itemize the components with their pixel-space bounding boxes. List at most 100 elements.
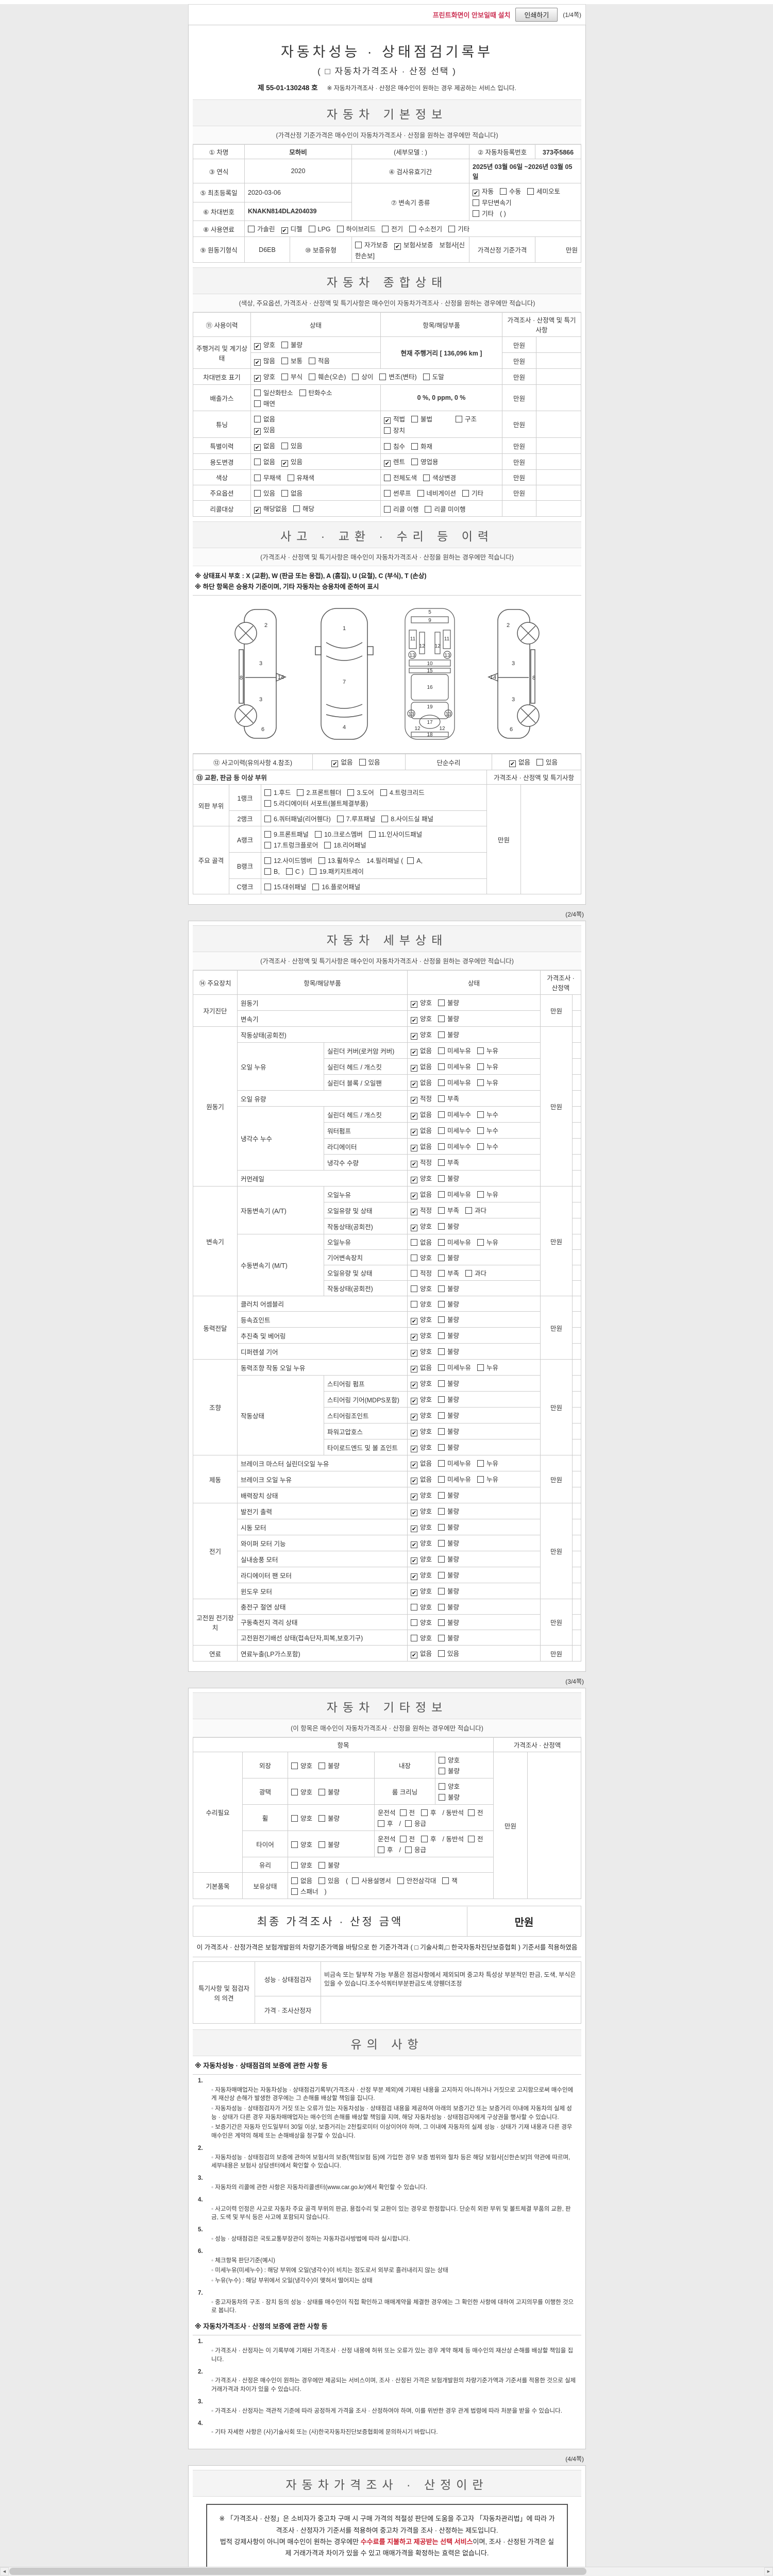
checkbox[interactable]	[438, 1364, 445, 1371]
checkbox[interactable]	[438, 1428, 445, 1435]
checkbox[interactable]	[438, 1207, 445, 1214]
checkbox[interactable]: ✔	[411, 1526, 418, 1532]
checkbox[interactable]	[465, 1207, 473, 1214]
checkbox[interactable]	[438, 1604, 445, 1611]
scroll-left-arrow[interactable]: ◄	[0, 2567, 9, 2575]
checkbox[interactable]	[352, 374, 359, 380]
checkbox[interactable]	[477, 1079, 484, 1086]
checkbox[interactable]	[378, 1846, 384, 1853]
checkbox[interactable]	[438, 1301, 445, 1308]
checkbox[interactable]	[264, 800, 271, 807]
checkbox[interactable]	[438, 1079, 445, 1086]
checkbox[interactable]	[411, 1255, 418, 1261]
checkbox[interactable]: ✔	[411, 1334, 418, 1341]
checkbox[interactable]	[254, 490, 261, 497]
checkbox[interactable]	[411, 459, 418, 465]
checkbox[interactable]	[378, 1820, 384, 1827]
checkbox[interactable]: ✔	[411, 1017, 418, 1024]
checkbox[interactable]: ✔	[509, 760, 516, 767]
checkbox[interactable]: ✔	[411, 1494, 418, 1500]
checkbox[interactable]: ✔	[411, 1318, 418, 1325]
checkbox[interactable]	[442, 1877, 449, 1884]
checkbox[interactable]	[438, 1316, 445, 1323]
checkbox[interactable]	[468, 1809, 475, 1816]
checkbox[interactable]	[438, 1285, 445, 1292]
checkbox[interactable]	[355, 242, 362, 248]
checkbox[interactable]	[477, 1111, 484, 1118]
checkbox[interactable]	[337, 226, 344, 232]
checkbox[interactable]	[248, 226, 255, 232]
checkbox[interactable]	[291, 1877, 298, 1884]
checkbox[interactable]: ✔	[254, 359, 261, 366]
checkbox[interactable]	[438, 1111, 445, 1118]
checkbox[interactable]	[397, 1877, 404, 1884]
checkbox[interactable]	[399, 1809, 407, 1816]
checkbox[interactable]	[380, 789, 387, 796]
checkbox[interactable]	[438, 1015, 445, 1022]
checkbox[interactable]	[477, 1047, 484, 1054]
checkbox[interactable]	[465, 1270, 473, 1277]
checkbox[interactable]	[291, 1762, 298, 1769]
checkbox[interactable]	[439, 1768, 445, 1774]
checkbox[interactable]	[399, 1836, 407, 1842]
checkbox[interactable]	[264, 831, 271, 838]
checkbox[interactable]	[324, 842, 331, 849]
checkbox[interactable]: ✔	[411, 1652, 418, 1658]
checkbox[interactable]	[438, 1348, 445, 1355]
checkbox[interactable]	[264, 816, 271, 822]
checkbox[interactable]: ✔	[411, 1001, 418, 1008]
checkbox[interactable]	[438, 1047, 445, 1054]
print-button[interactable]: 인쇄하기	[515, 8, 558, 22]
checkbox[interactable]	[381, 816, 389, 822]
checkbox[interactable]: ✔	[411, 1446, 418, 1452]
checkbox[interactable]	[384, 474, 391, 481]
scroll-right-arrow[interactable]: ►	[764, 2567, 773, 2575]
checkbox[interactable]: ✔	[411, 1557, 418, 1564]
checkbox[interactable]	[438, 1239, 445, 1246]
checkbox[interactable]	[291, 1862, 298, 1869]
checkbox[interactable]	[473, 199, 480, 206]
checkbox[interactable]: ✔	[384, 460, 391, 467]
checkbox[interactable]	[309, 374, 316, 380]
checkbox[interactable]	[477, 1063, 484, 1070]
checkbox[interactable]	[477, 1364, 484, 1371]
checkbox[interactable]	[384, 443, 391, 450]
checkbox[interactable]: ✔	[411, 1225, 418, 1231]
checkbox[interactable]	[411, 416, 418, 422]
checkbox[interactable]	[264, 789, 271, 796]
checkbox[interactable]: ✔	[411, 1209, 418, 1215]
checkbox[interactable]	[438, 1650, 445, 1657]
checkbox[interactable]	[438, 999, 445, 1006]
checkbox[interactable]	[438, 1143, 445, 1150]
checkbox[interactable]: ✔	[411, 1081, 418, 1088]
checkbox[interactable]: ✔	[254, 444, 261, 451]
checkbox[interactable]	[352, 1877, 359, 1884]
checkbox[interactable]	[477, 1143, 484, 1150]
scrollbar-thumb[interactable]	[9, 2568, 586, 2575]
checkbox[interactable]	[308, 226, 315, 232]
checkbox[interactable]	[421, 1809, 428, 1816]
checkbox[interactable]	[425, 505, 432, 513]
checkbox[interactable]	[438, 1380, 445, 1387]
checkbox[interactable]	[438, 1508, 445, 1515]
checkbox[interactable]: ✔	[411, 1113, 418, 1120]
checkbox[interactable]	[462, 490, 469, 497]
checkbox[interactable]: ✔	[254, 343, 261, 350]
checkbox[interactable]	[438, 1556, 445, 1563]
checkbox[interactable]: ✔	[411, 1398, 418, 1404]
checkbox[interactable]	[468, 1836, 475, 1842]
checkbox[interactable]	[438, 1524, 445, 1531]
checkbox[interactable]	[382, 226, 389, 232]
checkbox[interactable]	[310, 868, 317, 875]
checkbox[interactable]	[477, 1476, 484, 1483]
checkbox[interactable]: ✔	[254, 428, 261, 435]
checkbox[interactable]	[285, 868, 293, 875]
checkbox[interactable]	[438, 1031, 445, 1038]
checkbox[interactable]	[291, 1815, 298, 1822]
checkbox[interactable]	[438, 1255, 445, 1261]
checkbox[interactable]	[438, 1191, 445, 1198]
checkbox[interactable]	[448, 226, 456, 232]
checkbox[interactable]: ✔	[411, 1462, 418, 1468]
checkbox[interactable]	[411, 1301, 418, 1308]
checkbox[interactable]	[254, 474, 261, 481]
